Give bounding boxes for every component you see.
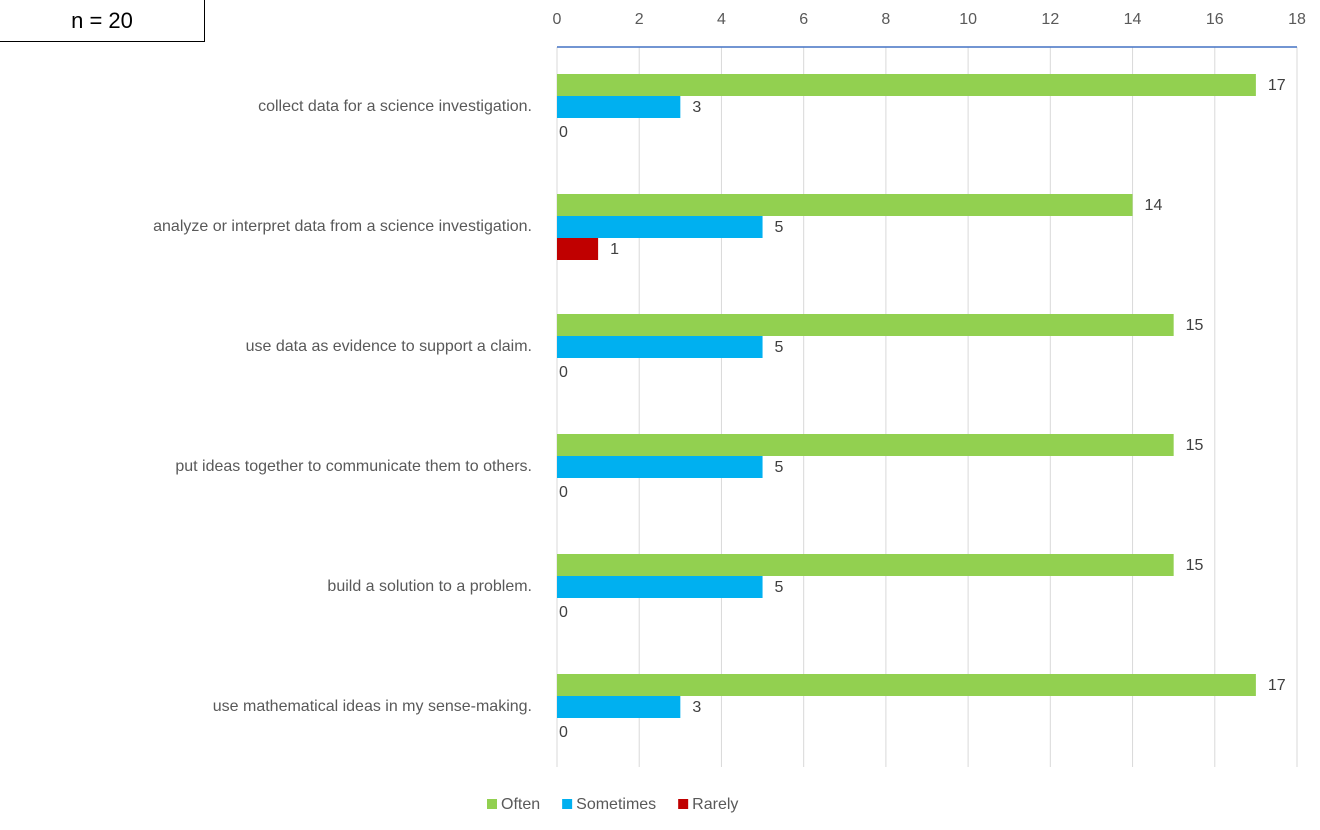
x-tick-label: 8 (881, 11, 890, 28)
x-tick-label: 2 (635, 11, 644, 28)
x-tick-label: 14 (1124, 11, 1142, 28)
bar-often (557, 194, 1133, 216)
category-labels: collect data for a science investigation… (153, 98, 532, 715)
category-label: analyze or interpret data from a science… (153, 218, 532, 235)
data-label: 17 (1268, 77, 1286, 94)
data-label: 0 (559, 124, 568, 141)
data-label: 17 (1268, 677, 1286, 694)
bar-sometimes (557, 576, 763, 598)
category-label: collect data for a science investigation… (258, 98, 532, 115)
bar-often (557, 674, 1256, 696)
data-label: 14 (1145, 197, 1163, 214)
bar-often (557, 314, 1174, 336)
sample-size-note: n = 20 (0, 0, 205, 42)
data-label: 0 (559, 484, 568, 501)
bar-sometimes (557, 696, 681, 718)
bar-sometimes (557, 456, 763, 478)
data-label: 15 (1186, 317, 1204, 334)
data-label: 1 (610, 241, 619, 258)
x-tick-label: 10 (959, 11, 977, 28)
data-label: 5 (775, 459, 784, 476)
data-label: 5 (775, 339, 784, 356)
category-label: put ideas together to communicate them t… (175, 458, 532, 475)
legend-swatch-rarely (678, 799, 689, 809)
data-label: 0 (559, 364, 568, 381)
data-label: 0 (559, 604, 568, 621)
legend-label: Often (501, 796, 540, 813)
x-tick-label: 12 (1041, 11, 1059, 28)
x-tick-label: 0 (553, 11, 562, 28)
bar-often (557, 434, 1174, 456)
data-label: 3 (692, 699, 701, 716)
bars (557, 74, 1256, 718)
category-label: build a solution to a problem. (327, 578, 532, 595)
bar-often (557, 554, 1174, 576)
legend: Often Sometimes Rarely (487, 796, 738, 813)
x-tick-label: 18 (1288, 11, 1306, 28)
legend-label: Rarely (692, 796, 738, 813)
x-tick-label: 4 (717, 11, 726, 28)
legend-label: Sometimes (576, 796, 656, 813)
data-labels: 17 3 0 14 5 1 15 5 0 15 5 0 15 5 0 17 3 0 (559, 77, 1286, 741)
data-label: 0 (559, 724, 568, 741)
data-label: 5 (775, 579, 784, 596)
data-label: 5 (775, 219, 784, 236)
x-axis: 0 2 4 6 8 10 12 14 16 18 (553, 11, 1306, 48)
legend-swatch-often (487, 799, 497, 809)
category-label: use data as evidence to support a claim. (246, 338, 532, 355)
bar-sometimes (557, 216, 763, 238)
data-label: 15 (1186, 437, 1204, 454)
data-label: 3 (692, 99, 701, 116)
bar-sometimes (557, 336, 763, 358)
x-tick-label: 6 (799, 11, 808, 28)
bar-sometimes (557, 96, 681, 118)
data-label: 15 (1186, 557, 1204, 574)
bar-rarely (557, 238, 599, 260)
category-label: use mathematical ideas in my sense-makin… (213, 698, 532, 715)
bar-often (557, 74, 1256, 96)
legend-swatch-sometimes (562, 799, 573, 809)
x-tick-label: 16 (1206, 11, 1224, 28)
gridlines (556, 47, 1298, 767)
